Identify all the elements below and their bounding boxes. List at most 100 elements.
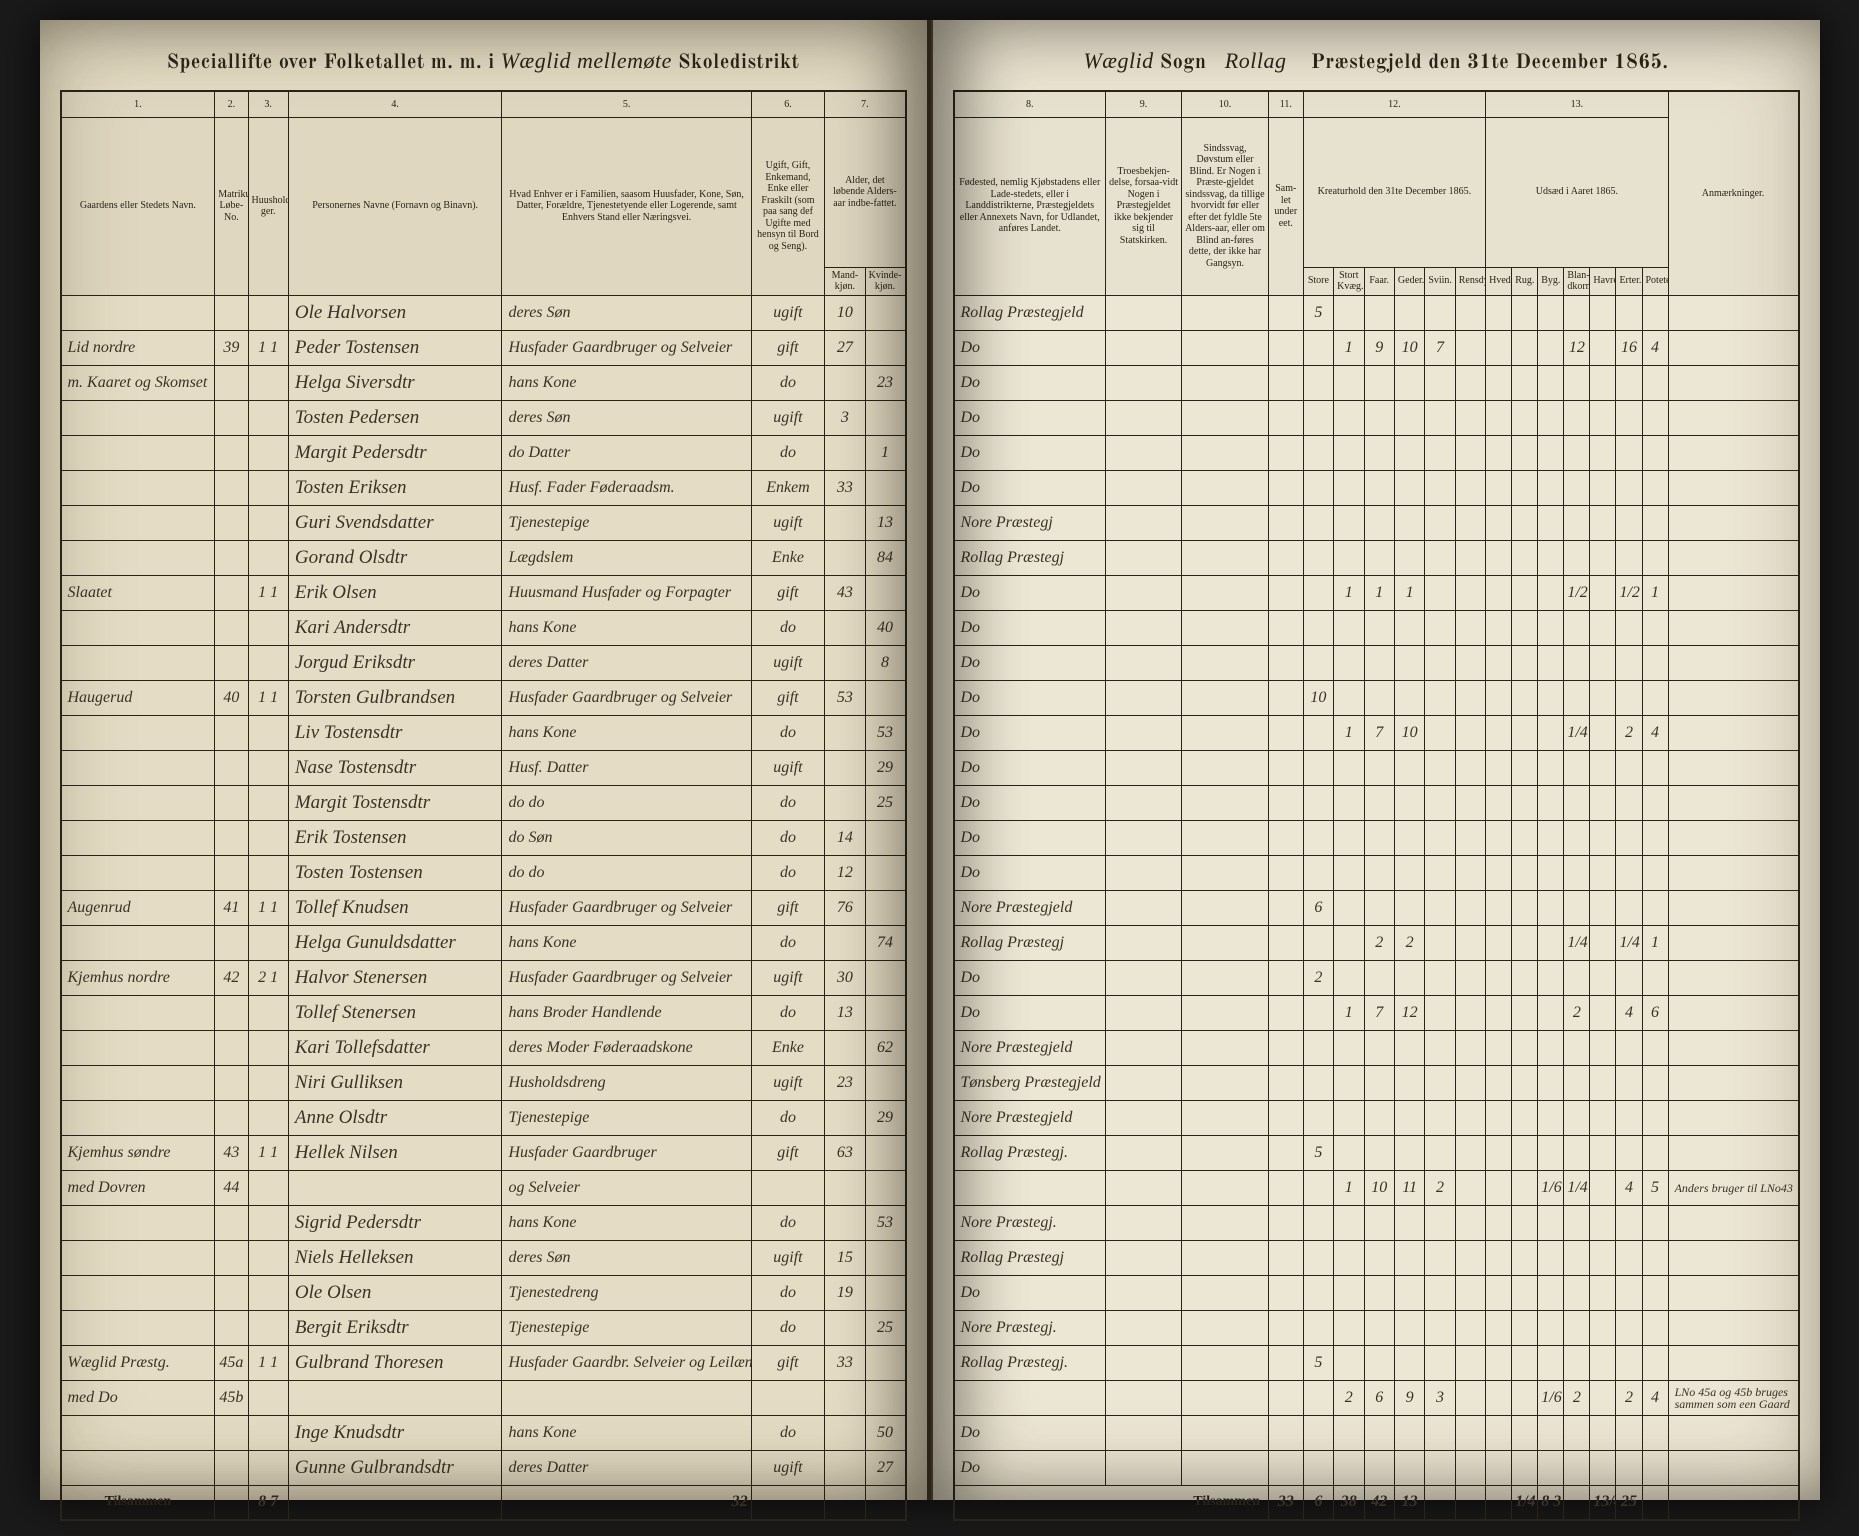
- cell-anm: [1668, 1065, 1798, 1100]
- cell-u5: [1616, 470, 1642, 505]
- sub13-0: Hvede.: [1486, 267, 1512, 295]
- cell-k5: [1455, 1345, 1485, 1380]
- cell-k2: [1364, 890, 1394, 925]
- cell-k2: [1364, 855, 1394, 890]
- cell-samlet: [1268, 1310, 1303, 1345]
- cell-k1: [1334, 680, 1364, 715]
- table-row: Rollag Præstegj: [954, 540, 1799, 575]
- cell-u6: [1642, 960, 1668, 995]
- cell-u5: [1616, 1205, 1642, 1240]
- sub13-4: Havre.: [1590, 267, 1616, 295]
- cell-farm: [61, 855, 215, 890]
- cell-u6: [1642, 1205, 1668, 1240]
- cell-stat: do: [751, 1275, 825, 1310]
- cell-u2: [1538, 750, 1564, 785]
- cell-birth: Nore Præstegjeld: [954, 1030, 1106, 1065]
- cell-faith: [1106, 365, 1182, 400]
- cell-age-m: [825, 1415, 865, 1450]
- cell-stat: do: [751, 365, 825, 400]
- cell-age-k: 53: [865, 1205, 905, 1240]
- table-row: Rollag Præstegj.5: [954, 1135, 1799, 1170]
- cell-u6: [1642, 1135, 1668, 1170]
- fr-k3: 13: [1394, 1485, 1424, 1520]
- cell-farm: med Do: [61, 1380, 215, 1415]
- cell-birth: Rollag Præstegj: [954, 540, 1106, 575]
- table-row: Nore Præstegj: [954, 505, 1799, 540]
- table-row: Do: [954, 1275, 1799, 1310]
- cell-hh: [248, 610, 288, 645]
- cell-stat: gift: [751, 330, 825, 365]
- cell-faith: [1106, 1450, 1182, 1485]
- cell-anm: [1668, 1345, 1798, 1380]
- cell-k3: [1394, 610, 1424, 645]
- cell-k5: [1455, 1240, 1485, 1275]
- table-row: Nase TostensdtrHusf. Datterugift29: [61, 750, 906, 785]
- cell-u3: [1564, 890, 1590, 925]
- cell-k4: [1425, 1030, 1455, 1065]
- cell-disab: [1182, 785, 1269, 820]
- cell-u3: [1564, 1135, 1590, 1170]
- cell-farm: Kjemhus søndre: [61, 1135, 215, 1170]
- cell-u3: [1564, 1065, 1590, 1100]
- cell-u4: [1590, 1415, 1616, 1450]
- cell-hh: [248, 1205, 288, 1240]
- cell-k5: [1455, 715, 1485, 750]
- cell-u0: [1486, 890, 1512, 925]
- cell-stat: ugift: [751, 1450, 825, 1485]
- cell-k1: [1334, 1275, 1364, 1310]
- cell-anm: [1668, 295, 1798, 330]
- cell-u4: [1590, 890, 1616, 925]
- cell-birth: Do: [954, 995, 1106, 1030]
- table-row: Nore Præstegjeld: [954, 1100, 1799, 1135]
- cell-birth: Do: [954, 645, 1106, 680]
- cell-k0: 5: [1303, 1135, 1333, 1170]
- cell-u6: [1642, 645, 1668, 680]
- cell-rel: do do: [502, 785, 751, 820]
- table-row: Ole OlsenTjenestedrengdo19: [61, 1275, 906, 1310]
- cell-farm: m. Kaaret og Skomset: [61, 365, 215, 400]
- cell-farm: [61, 1310, 215, 1345]
- cell-u3: [1564, 750, 1590, 785]
- cell-age-m: 12: [825, 855, 865, 890]
- cell-faith: [1106, 645, 1182, 680]
- cell-rel: deres Søn: [502, 400, 751, 435]
- cell-birth: Do: [954, 750, 1106, 785]
- cell-k5: [1455, 1310, 1485, 1345]
- cell-samlet: [1268, 1415, 1303, 1450]
- cell-disab: [1182, 925, 1269, 960]
- cell-farm: Slaatet: [61, 575, 215, 610]
- cell-age-m: 33: [825, 1345, 865, 1380]
- right-page-header: Wæglid Sogn Rollag Præstegjeld den 31te …: [953, 48, 1800, 76]
- cell-mno: [215, 295, 248, 330]
- cell-u0: [1486, 365, 1512, 400]
- footer-left-label: Tilsammen: [61, 1485, 215, 1520]
- cell-mno: [215, 365, 248, 400]
- table-row: Do: [954, 1450, 1799, 1485]
- cell-disab: [1182, 610, 1269, 645]
- cell-hh: [248, 1100, 288, 1135]
- cell-mno: [215, 925, 248, 960]
- cell-u4: [1590, 925, 1616, 960]
- table-row: Anne OlsdtrTjenestepigedo29: [61, 1100, 906, 1135]
- cell-k1: 1: [1334, 330, 1364, 365]
- left-ledger-table: 1. 2. 3. 4. 5. 6. 7. Gaardens eller Sted…: [60, 90, 907, 1521]
- cell-k1: [1334, 960, 1364, 995]
- cell-u2: [1538, 1135, 1564, 1170]
- cell-stat: ugift: [751, 1065, 825, 1100]
- cell-name: Tosten Pedersen: [288, 400, 502, 435]
- cell-k3: [1394, 645, 1424, 680]
- right-page: Wæglid Sogn Rollag Præstegjeld den 31te …: [931, 20, 1820, 1500]
- table-row: Bergit EriksdtrTjenestepigedo25: [61, 1310, 906, 1345]
- cell-k5: [1455, 1275, 1485, 1310]
- cell-k5: [1455, 540, 1485, 575]
- cell-rel: Tjenestepige: [502, 1100, 751, 1135]
- cell-k4: 3: [1425, 1380, 1455, 1415]
- cell-k5: [1455, 1170, 1485, 1205]
- cell-k2: [1364, 540, 1394, 575]
- cell-name: Helga Gunuldsdatter: [288, 925, 502, 960]
- table-row: Augenrud411 1Tollef KnudsenHusfader Gaar…: [61, 890, 906, 925]
- cell-rel: deres Søn: [502, 1240, 751, 1275]
- cell-stat: gift: [751, 890, 825, 925]
- cell-disab: [1182, 960, 1269, 995]
- cell-faith: [1106, 330, 1182, 365]
